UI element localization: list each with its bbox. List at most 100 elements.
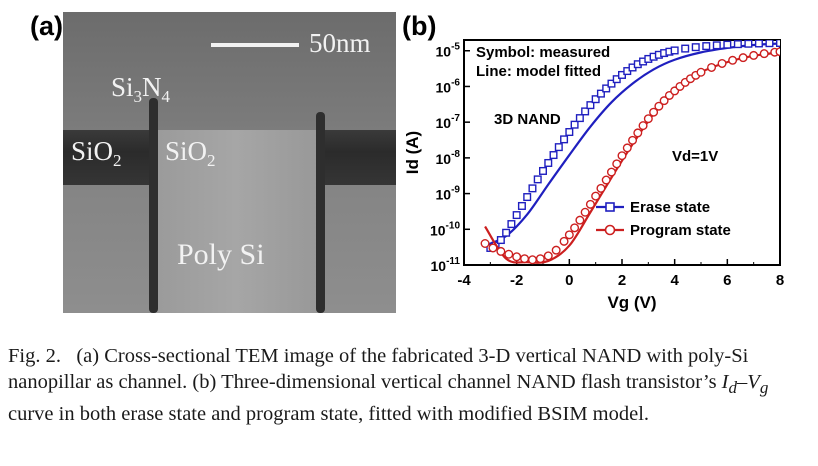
caption-dash: – — [737, 371, 748, 393]
erase-measured-point — [575, 114, 584, 123]
program-measured-point — [717, 58, 727, 68]
program-measured-point — [638, 121, 648, 131]
program-measured-point — [738, 53, 748, 63]
legend-erase-marker — [605, 202, 615, 212]
erase-measured-point — [517, 201, 526, 210]
program-measured-point — [596, 183, 606, 193]
y-tick-label: 10-5 — [436, 42, 461, 60]
erase-measured-point — [607, 79, 616, 88]
x-tick-label: 8 — [776, 272, 784, 289]
x-tick-label: 2 — [618, 272, 626, 289]
id-vg-chart: -4 -2 0 2 4 6 8 10-11 10-10 10-9 10-8 10-7 10-6 10-5 V… — [403, 39, 784, 312]
program-measured-point — [696, 67, 706, 77]
program-measured-point — [543, 251, 553, 261]
erase-measured-point — [528, 184, 537, 193]
plot-area — [480, 40, 780, 265]
erase-measured-point — [596, 89, 605, 98]
x-axis-label: Vg (V) — [607, 293, 656, 312]
erase-measured-point — [776, 40, 780, 47]
program-measured-point — [759, 49, 769, 59]
erase-measured-point — [723, 40, 732, 49]
erase-measured-point — [670, 46, 679, 55]
scale-label: 50nm — [309, 28, 371, 58]
program-measured-point — [480, 239, 490, 249]
program-measured-point — [504, 249, 514, 259]
program-measured-point — [559, 236, 569, 246]
x-tick-label: 6 — [723, 272, 731, 289]
sio2-right-label: SiO2 — [165, 136, 216, 170]
program-measured-point — [527, 255, 537, 265]
erase-measured-point — [538, 166, 547, 175]
program-measured-point — [575, 215, 585, 225]
program-measured-point — [551, 245, 561, 255]
annotation-line: Line: model fitted — [476, 63, 601, 80]
program-measured-point — [601, 175, 611, 185]
si3n4-liner-right — [316, 112, 325, 313]
erase-measured-point — [602, 84, 611, 93]
program-measured-point — [649, 107, 659, 117]
y-tick-label: 10-8 — [436, 149, 461, 167]
program-measured-point — [628, 135, 638, 145]
erase-measured-point — [512, 211, 521, 220]
legend-program-label: Program state — [630, 222, 731, 239]
panel-b-label: (b) — [402, 11, 437, 41]
program-measured-point — [654, 101, 664, 111]
tem-image: 50nm Si3N4 SiO2 SiO2 Poly Si — [63, 12, 396, 313]
program-measured-point — [622, 143, 632, 153]
program-measured-point — [564, 230, 574, 240]
program-measured-point — [496, 246, 506, 256]
annotation-symbol: Symbol: measured — [476, 44, 610, 61]
erase-measured-point — [744, 40, 753, 48]
caption-text-a2: with poly-Si nanopillar as channel. (b) … — [8, 345, 749, 393]
y-axis-label: Id (A) — [403, 131, 422, 174]
sio2-left-label: SiO2 — [71, 136, 122, 170]
program-measured-point — [749, 50, 759, 60]
x-tick-label: 4 — [670, 272, 679, 289]
program-measured-point — [707, 62, 717, 72]
poly-si-label: Poly Si — [177, 238, 265, 271]
erase-measured-point — [544, 158, 553, 167]
poly-si-pillar — [153, 130, 319, 313]
program-measured-point — [643, 114, 653, 124]
erase-measured-point — [612, 75, 621, 84]
erase-measured-point — [554, 143, 563, 152]
erase-measured-point — [702, 42, 711, 51]
erase-measured-point — [565, 128, 574, 137]
x-tick-label: -4 — [457, 272, 471, 289]
program-measured-point — [520, 254, 530, 264]
annotation-3d-nand: 3D NAND — [494, 111, 561, 128]
caption-text-a1: (a) Cross-sectional TEM image of the fab… — [76, 345, 583, 367]
program-measured-point — [659, 96, 669, 106]
si3n4-label: Si3N4 — [111, 72, 171, 106]
caption-vg: Vg — [747, 371, 769, 398]
erase-measured-point — [496, 236, 505, 245]
erase-measured-point — [507, 220, 516, 229]
program-measured-point — [570, 223, 580, 233]
program-measured-point — [606, 167, 616, 177]
erase-measured-point — [523, 193, 532, 202]
y-tick-label: 10-7 — [436, 113, 461, 131]
erase-measured-point — [754, 40, 763, 48]
caption-fig-label: Fig. 2. — [8, 345, 61, 367]
program-measured-point — [633, 128, 643, 138]
erase-measured-point — [591, 95, 600, 104]
program-measured-point — [535, 254, 545, 264]
program-measured-point — [591, 191, 601, 201]
erase-measured-point — [733, 40, 742, 49]
program-measured-point — [488, 243, 498, 253]
erase-measured-point — [586, 101, 595, 110]
si3n4-liner-left — [149, 98, 158, 313]
scale-bar — [211, 43, 299, 47]
caption-text-b2: curve in both erase state and program st… — [8, 403, 650, 426]
program-measured-point — [617, 151, 627, 161]
legend-program-marker — [604, 224, 616, 236]
program-measured-point — [612, 159, 622, 169]
y-tick-label: 10-11 — [431, 256, 461, 274]
y-tick-label: 10-6 — [436, 77, 461, 95]
x-tick-label: -2 — [510, 272, 523, 289]
program-measured-point — [775, 47, 780, 57]
legend-erase-label: Erase state — [630, 199, 710, 216]
erase-measured-point — [712, 41, 721, 50]
erase-measured-point — [765, 40, 774, 48]
caption-nand-2: NAND — [516, 371, 576, 393]
